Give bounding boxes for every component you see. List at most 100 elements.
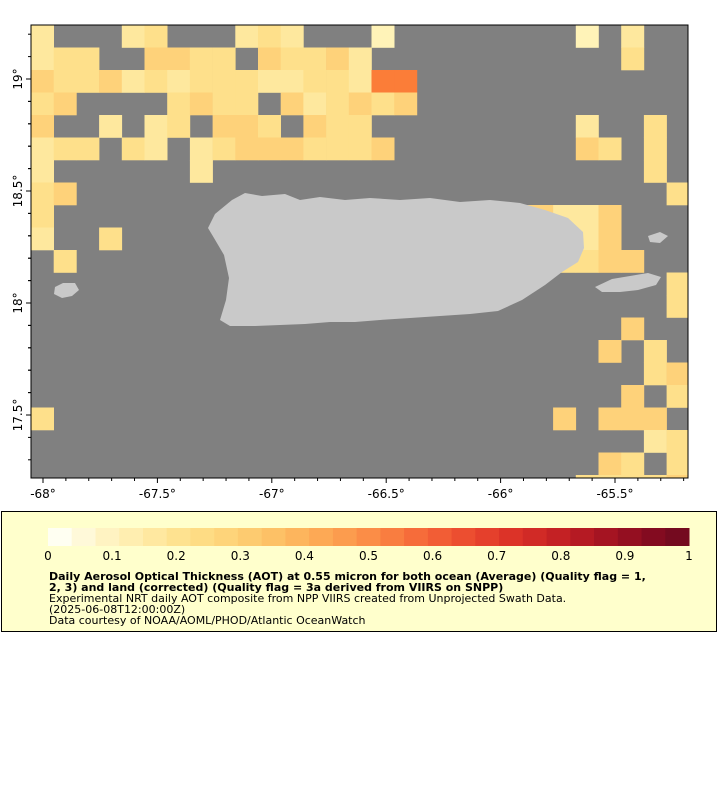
aot-cell xyxy=(53,137,77,161)
aot-cell xyxy=(666,362,689,386)
colorbar-tick-label: 0.2 xyxy=(167,549,186,563)
aot-cell xyxy=(326,137,350,161)
colorbar-segment xyxy=(95,528,120,546)
aot-cell xyxy=(598,340,622,363)
aot-cell xyxy=(31,115,54,138)
aot-cell xyxy=(621,385,645,408)
aot-cell xyxy=(280,47,304,71)
legend-panel: 0 0.1 0.2 0.3 0.4 0.5 0.6 0.7 0.8 0.9 1 Daily Aero… xyxy=(1,511,717,632)
aot-cell xyxy=(621,317,645,341)
aot-cell xyxy=(666,182,689,206)
colorbar-segment xyxy=(214,528,239,546)
aot-cell xyxy=(53,92,77,116)
map-title-line-1: Daily Aerosol Optical Thickness (AOT) at… xyxy=(49,570,646,583)
culebra-island xyxy=(648,232,668,243)
colorbar-tick-label: 0.3 xyxy=(231,549,250,563)
colorbar-tick-label: 0 xyxy=(44,549,52,563)
colorbar-segment xyxy=(570,528,595,546)
aot-cell xyxy=(31,227,54,251)
aot-cell xyxy=(121,25,145,48)
aot-map: -68° -67.5° -67° -66.5° -66° -65.5° 19°18.5°1… xyxy=(11,24,689,501)
colorbar-segment xyxy=(594,528,619,546)
colorbar-tick-label: 0.5 xyxy=(359,549,378,563)
aot-cell xyxy=(235,25,259,48)
aot-cell xyxy=(31,205,54,228)
aot-cell xyxy=(99,227,123,251)
aot-cell xyxy=(621,475,645,479)
map-frame xyxy=(30,24,689,479)
colorbar-segment xyxy=(190,528,215,546)
colorbar-tick-label: 0.7 xyxy=(487,549,506,563)
colorbar-segment xyxy=(404,528,429,546)
aot-cell xyxy=(575,115,599,138)
colorbar-segment xyxy=(665,528,690,546)
y-tick-label: 18.5° xyxy=(11,175,25,208)
aot-cell xyxy=(258,47,281,71)
colorbar-segment xyxy=(237,528,263,546)
aot-cell xyxy=(99,115,123,138)
map-title-line-2: 2, 3) and land (corrected) (Quality flag… xyxy=(49,581,504,594)
aot-cell xyxy=(575,25,599,48)
aot-cell xyxy=(348,47,372,71)
aot-cell xyxy=(280,137,304,161)
aot-cell xyxy=(598,452,622,476)
aot-cell xyxy=(575,475,599,479)
aot-cell xyxy=(31,70,54,93)
aot-cell xyxy=(212,115,236,138)
aot-cell xyxy=(598,407,622,431)
aot-cell xyxy=(621,407,645,431)
aot-cell xyxy=(575,137,599,161)
aot-cell xyxy=(53,250,77,273)
colorbar-segment xyxy=(617,528,642,546)
aot-cell xyxy=(189,70,213,93)
x-axis: -68° -67.5° -67° -66.5° -66° -65.5° xyxy=(30,478,685,501)
aot-cell xyxy=(235,92,259,116)
colorbar-segment xyxy=(522,528,547,546)
aot-cell xyxy=(121,70,145,93)
x-tick-label: -66° xyxy=(488,487,514,501)
data-credit: Data courtesy of NOAA/AOML/PHOD/Atlantic… xyxy=(49,614,366,627)
aot-cell xyxy=(144,25,168,48)
aot-cell xyxy=(189,92,213,116)
aot-cell xyxy=(621,452,645,476)
aot-cell xyxy=(280,70,304,93)
aot-cell xyxy=(643,407,667,431)
colorbar-tick-label: 0.1 xyxy=(103,549,122,563)
aot-cell xyxy=(212,92,236,116)
aot-cell xyxy=(167,115,191,138)
aot-cell xyxy=(167,92,191,116)
colorbar-segment xyxy=(451,528,476,546)
colorbar-segment xyxy=(427,528,453,546)
colorbar-tick-label: 1 xyxy=(685,549,693,563)
aot-cell xyxy=(303,115,327,138)
aot-cell xyxy=(258,115,281,138)
aot-cell xyxy=(258,25,281,48)
aot-cell xyxy=(167,47,191,71)
x-tick-label: -68° xyxy=(30,487,56,501)
aot-cell xyxy=(371,70,395,93)
aot-cell xyxy=(76,70,100,93)
aot-cell xyxy=(666,295,689,318)
aot-cell xyxy=(303,92,327,116)
aot-cell xyxy=(621,25,645,48)
aot-cell xyxy=(643,115,667,138)
y-axis: 19° 18.5° 18° 17.5° xyxy=(11,33,31,461)
aot-cell xyxy=(144,115,168,138)
y-tick-label: 17.5° xyxy=(11,399,25,432)
aot-cell xyxy=(666,385,689,408)
aot-cell xyxy=(666,272,689,296)
colorbar-tick-label: 0.4 xyxy=(295,549,314,563)
aot-cell xyxy=(303,137,327,161)
aot-cell xyxy=(76,47,100,71)
aot-cell xyxy=(348,115,372,138)
aot-cell xyxy=(31,160,54,183)
aot-cell xyxy=(303,47,327,71)
aot-cell xyxy=(394,92,418,116)
aot-cell xyxy=(212,70,236,93)
aot-cell xyxy=(31,92,54,116)
colorbar-segment xyxy=(261,528,286,546)
map-subtitle-line-2: (2025-06-08T12:00:00Z) xyxy=(49,603,186,616)
colorbar-segment xyxy=(546,528,571,546)
aot-cell xyxy=(621,250,645,273)
aot-cell xyxy=(643,340,667,363)
